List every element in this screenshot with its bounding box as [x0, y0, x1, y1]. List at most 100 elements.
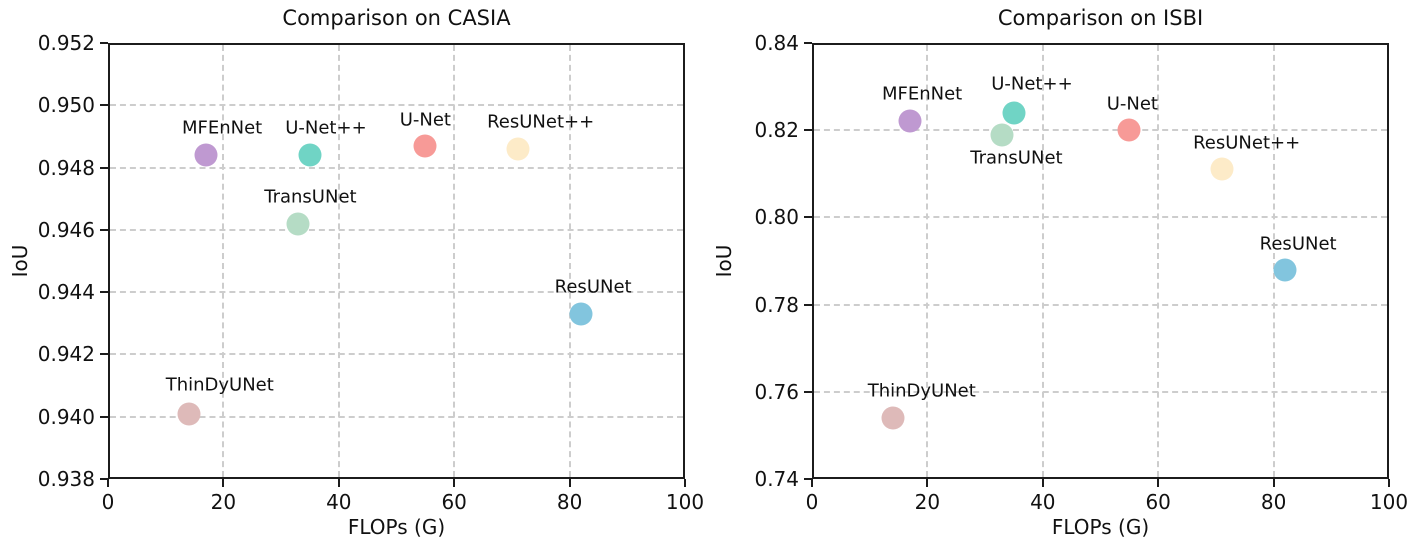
gridline-y-0.76 — [814, 390, 1387, 393]
point-transunet — [286, 212, 310, 236]
gridline-x-60 — [1157, 45, 1160, 477]
y-tick-0.946 — [100, 228, 108, 231]
plot-area — [108, 43, 685, 479]
y-tick-0.950 — [100, 104, 108, 107]
y-tick-label-0.942: 0.942 — [37, 342, 95, 367]
x-tick-label-80: 80 — [556, 490, 583, 514]
x-tick-label-20: 20 — [914, 490, 941, 514]
x-tick-label-0: 0 — [101, 490, 115, 514]
x-tick-label-0: 0 — [805, 490, 819, 514]
chart-title: Comparison on CASIA — [282, 6, 511, 30]
y-tick-0.78 — [804, 303, 812, 306]
point-label-resunet: ResUNet — [1259, 233, 1337, 255]
point-label-u-net: U-Net — [1106, 93, 1158, 115]
y-tick-label-0.946: 0.946 — [37, 217, 95, 242]
point-transunet — [990, 123, 1014, 147]
point-label-thindyunet: ThinDyUNet — [165, 374, 274, 396]
plot-area — [812, 43, 1389, 479]
x-tick-label-100: 100 — [1369, 490, 1409, 514]
y-tick-label-0.82: 0.82 — [754, 118, 799, 143]
x-tick-80 — [568, 479, 571, 487]
y-tick-0.82 — [804, 129, 812, 132]
point-resunet — [569, 302, 593, 326]
x-axis-title: FLOPs (G) — [347, 515, 446, 539]
x-tick-100 — [684, 479, 686, 487]
x-tick-20 — [926, 479, 929, 487]
x-axis-title: FLOPs (G) — [1051, 515, 1150, 539]
point-label-resunet-plus-plus: ResUNet++ — [1193, 132, 1301, 154]
gridline-x-40 — [337, 45, 340, 477]
y-tick-0.74 — [804, 478, 812, 480]
point-resunet-plus-plus — [1210, 157, 1234, 181]
x-tick-20 — [222, 479, 225, 487]
point-label-transunet: TransUNet — [970, 147, 1063, 169]
gridline-y-0.940 — [110, 415, 683, 418]
point-mfennet — [898, 109, 922, 133]
x-tick-label-80: 80 — [1260, 490, 1287, 514]
point-thindyunet — [881, 406, 905, 430]
y-tick-label-0.78: 0.78 — [754, 292, 799, 317]
point-label-u-net-plus-plus: U-Net++ — [991, 73, 1073, 95]
y-axis-title: IoU — [712, 244, 736, 278]
point-u-net-plus-plus — [1002, 101, 1026, 125]
y-tick-0.84 — [804, 42, 812, 44]
gridline-x-80 — [1272, 45, 1275, 477]
y-tick-0.952 — [100, 42, 108, 44]
y-tick-0.944 — [100, 291, 108, 294]
gridline-y-0.82 — [814, 129, 1387, 132]
x-tick-40 — [1041, 479, 1044, 487]
point-resunet — [1273, 258, 1297, 282]
y-tick-0.942 — [100, 353, 108, 356]
gridline-x-80 — [568, 45, 571, 477]
gridline-x-40 — [1041, 45, 1044, 477]
x-tick-0 — [107, 479, 109, 487]
point-thindyunet — [177, 402, 201, 426]
gridline-y-0.946 — [110, 228, 683, 231]
x-tick-label-40: 40 — [1030, 490, 1056, 514]
y-tick-label-0.950: 0.950 — [37, 93, 95, 118]
y-tick-label-0.948: 0.948 — [37, 155, 95, 180]
x-tick-40 — [337, 479, 340, 487]
gridline-y-0.942 — [110, 353, 683, 356]
gridline-x-20 — [926, 45, 929, 477]
y-tick-0.938 — [100, 478, 108, 480]
y-tick-label-0.940: 0.940 — [37, 404, 95, 429]
point-label-resunet-plus-plus: ResUNet++ — [487, 111, 595, 133]
x-tick-0 — [811, 479, 813, 487]
x-tick-label-40: 40 — [326, 490, 352, 514]
point-u-net — [1117, 118, 1141, 142]
y-tick-label-0.80: 0.80 — [754, 205, 799, 230]
gridline-x-60 — [453, 45, 456, 477]
y-tick-label-0.938: 0.938 — [37, 467, 95, 491]
gridline-y-0.944 — [110, 291, 683, 294]
y-tick-0.948 — [100, 166, 108, 169]
point-resunet-plus-plus — [506, 137, 530, 161]
gridline-y-0.78 — [814, 303, 1387, 306]
y-tick-label-0.74: 0.74 — [754, 467, 799, 491]
point-label-resunet: ResUNet — [554, 276, 632, 298]
gridline-y-0.948 — [110, 166, 683, 169]
y-tick-label-0.944: 0.944 — [37, 280, 95, 305]
point-label-u-net: U-Net — [399, 109, 451, 131]
y-tick-0.76 — [804, 390, 812, 393]
y-tick-0.80 — [804, 216, 812, 219]
point-label-transunet: TransUNet — [264, 186, 357, 208]
y-tick-label-0.952: 0.952 — [37, 31, 95, 55]
x-tick-label-100: 100 — [665, 490, 705, 514]
gridline-y-0.950 — [110, 104, 683, 107]
point-label-mfennet: MFEnNet — [181, 117, 263, 139]
point-label-thindyunet: ThinDyUNet — [867, 380, 976, 402]
x-tick-60 — [1157, 479, 1160, 487]
chart-title: Comparison on ISBI — [997, 6, 1204, 30]
y-tick-0.940 — [100, 415, 108, 418]
x-tick-80 — [1272, 479, 1275, 487]
x-tick-label-60: 60 — [1145, 490, 1171, 514]
x-tick-60 — [453, 479, 456, 487]
point-label-u-net-plus-plus: U-Net++ — [285, 117, 367, 139]
y-tick-label-0.84: 0.84 — [754, 31, 799, 55]
point-label-mfennet: MFEnNet — [881, 83, 963, 105]
point-u-net-plus-plus — [298, 143, 322, 167]
